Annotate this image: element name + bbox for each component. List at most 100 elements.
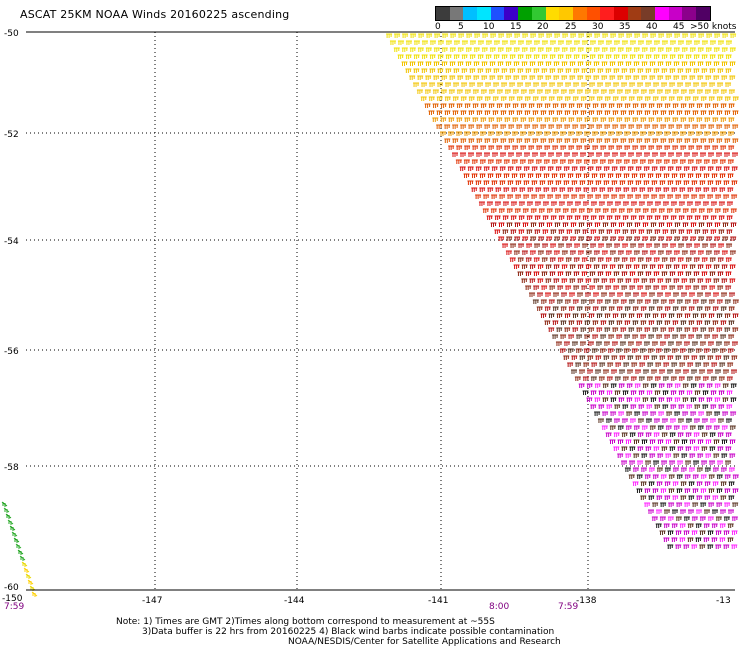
wind-barb xyxy=(568,89,575,94)
wind-barb xyxy=(691,355,698,360)
wind-barb xyxy=(445,68,452,73)
wind-barb xyxy=(726,229,733,234)
wind-barb xyxy=(448,89,455,94)
wind-barb xyxy=(583,362,590,367)
map-frame xyxy=(26,31,735,591)
wind-barb xyxy=(729,292,735,297)
lon-label: -13 xyxy=(716,596,731,606)
wind-barb xyxy=(613,54,620,59)
wind-barb xyxy=(651,166,658,171)
wind-barb xyxy=(615,159,622,164)
wind-barb xyxy=(644,327,651,332)
wind-barb xyxy=(669,285,676,290)
colorbar-swatch xyxy=(613,7,628,20)
wind-barb xyxy=(484,152,490,157)
wind-barb xyxy=(605,285,612,290)
wind-barb xyxy=(572,313,579,318)
wind-barb xyxy=(618,33,625,38)
wind-barb xyxy=(704,306,711,311)
wind-barb xyxy=(700,502,707,507)
wind-barb xyxy=(577,75,584,80)
wind-barb xyxy=(692,299,699,304)
wind-barb xyxy=(504,103,511,108)
wind-barb xyxy=(663,173,670,178)
wind-barb xyxy=(615,173,622,178)
wind-barb xyxy=(685,257,692,262)
wind-barb xyxy=(421,68,428,73)
wind-barb xyxy=(701,54,708,59)
wind-barb xyxy=(696,131,702,136)
wind-barb xyxy=(488,117,495,122)
wind-barb xyxy=(600,145,607,150)
wind-barb xyxy=(573,257,580,262)
wind-barb xyxy=(676,138,683,143)
wind-barb xyxy=(667,516,674,521)
colorbar-swatch xyxy=(449,7,464,20)
wind-barb xyxy=(553,264,560,269)
wind-barb xyxy=(526,215,533,220)
wind-barb xyxy=(664,103,671,108)
wind-barb xyxy=(671,173,678,178)
wind-barb xyxy=(663,362,670,367)
wind-barb xyxy=(709,68,716,73)
wind-barb xyxy=(640,334,647,339)
wind-barb xyxy=(691,341,698,346)
wind-barb xyxy=(631,173,638,178)
wind-barb xyxy=(445,54,452,59)
wind-barb xyxy=(505,75,512,80)
wind-barb xyxy=(679,159,686,164)
wind-barb xyxy=(397,54,404,59)
colorbar-swatch xyxy=(463,7,478,20)
wind-barb xyxy=(687,159,694,164)
wind-barb xyxy=(601,425,608,430)
wind-barb xyxy=(659,341,666,346)
wind-barb xyxy=(670,376,677,381)
wind-barb xyxy=(722,33,729,38)
wind-barb xyxy=(592,306,599,311)
wind-barb xyxy=(698,397,705,402)
wind-barb xyxy=(696,145,703,150)
wind-barb xyxy=(432,89,439,94)
wind-barb xyxy=(629,446,636,451)
wind-barb xyxy=(644,299,651,304)
wind-barb xyxy=(709,418,716,423)
wind-barb xyxy=(522,222,529,227)
wind-barb xyxy=(490,222,497,227)
wind-barb xyxy=(701,418,708,423)
wind-barb xyxy=(598,229,605,234)
wind-barb xyxy=(589,82,596,87)
wind-barb xyxy=(678,243,685,248)
wind-barb xyxy=(709,257,716,262)
wind-barb xyxy=(540,299,547,304)
wind-barb xyxy=(732,152,738,157)
wind-barb xyxy=(558,201,565,206)
wind-barb xyxy=(686,390,693,395)
wind-barb xyxy=(603,369,609,374)
wind-barb xyxy=(585,292,591,297)
wind-barb xyxy=(476,110,483,115)
longitude-labels: -150 -147 -144 -141 -138 -13 xyxy=(2,594,731,606)
wind-barb xyxy=(629,40,636,45)
wind-barb xyxy=(671,348,678,353)
colorbar-swatch xyxy=(545,7,560,20)
wind-barb xyxy=(614,376,621,381)
wind-barb xyxy=(566,215,573,220)
wind-barb xyxy=(679,173,686,178)
wind-barb xyxy=(635,180,642,185)
wind-barb xyxy=(484,110,491,115)
wind-barb xyxy=(628,110,635,115)
wind-barb xyxy=(553,75,560,80)
wind-barb xyxy=(595,180,602,185)
wind-barb xyxy=(679,523,686,528)
wind-barb xyxy=(688,103,695,108)
wind-barb xyxy=(649,61,656,66)
wind-barb xyxy=(582,229,589,234)
wind-barb xyxy=(586,383,593,388)
wind-barb xyxy=(570,236,577,241)
wind-barb xyxy=(701,82,708,87)
wind-barb xyxy=(586,33,593,38)
wind-barb xyxy=(678,390,685,395)
wind-barb xyxy=(666,222,673,227)
wind-barb xyxy=(661,432,668,437)
wind-barb xyxy=(706,383,713,388)
